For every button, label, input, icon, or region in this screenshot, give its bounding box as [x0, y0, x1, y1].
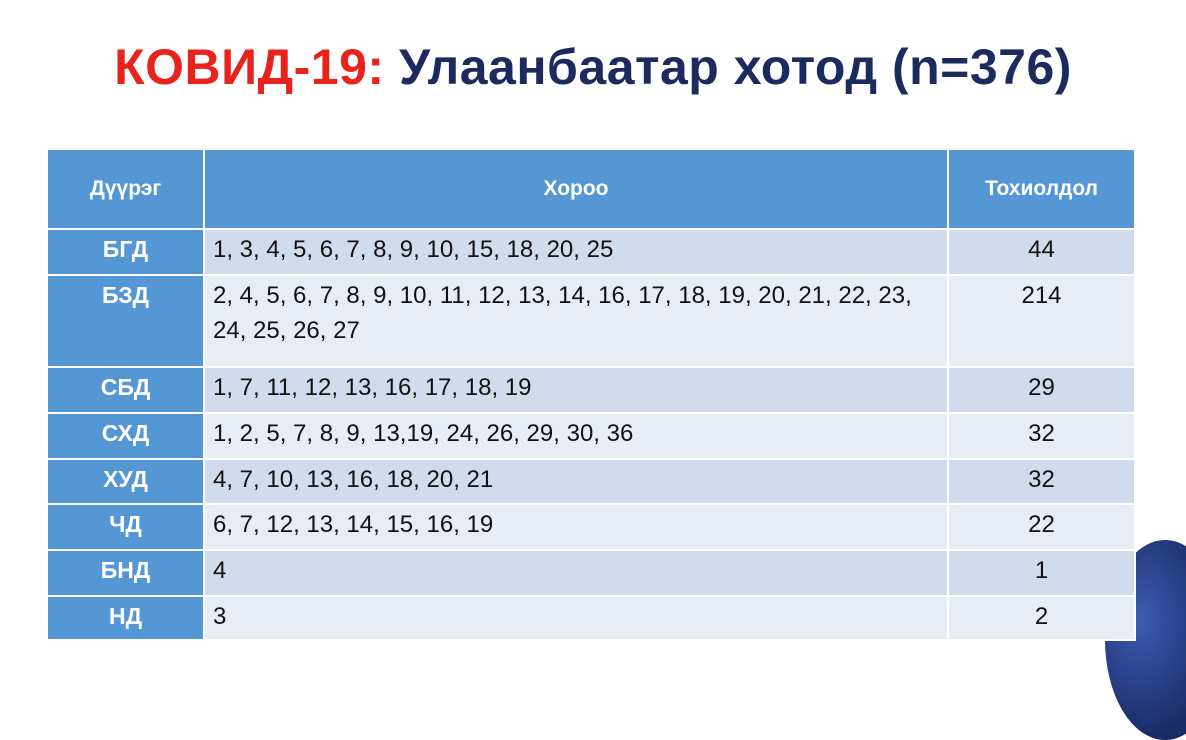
header-cases: Тохиолдол — [947, 148, 1136, 230]
khoroo-cell: 1, 7, 11, 12, 13, 16, 17, 18, 19 — [203, 366, 949, 414]
cases-cell: 2 — [947, 595, 1136, 641]
table-row: БНД 4 1 — [46, 549, 1136, 597]
district-cell: НД — [46, 595, 205, 641]
table-row: СХД 1, 2, 5, 7, 8, 9, 13,19, 24, 26, 29,… — [46, 412, 1136, 460]
khoroo-cell: 4 — [203, 549, 949, 597]
title-main: Улаанбаатар хотод (n=376) — [398, 39, 1072, 95]
table-row: ЧД 6, 7, 12, 13, 14, 15, 16, 19 22 — [46, 503, 1136, 551]
table-row: НД 3 2 — [46, 595, 1136, 641]
table-row: СБД 1, 7, 11, 12, 13, 16, 17, 18, 19 29 — [46, 366, 1136, 414]
khoroo-cell: 6, 7, 12, 13, 14, 15, 16, 19 — [203, 503, 949, 551]
table-row: БГД 1, 3, 4, 5, 6, 7, 8, 9, 10, 15, 18, … — [46, 228, 1136, 276]
header-district: Дүүрэг — [46, 148, 205, 230]
district-cell: СБД — [46, 366, 205, 414]
district-cell: СХД — [46, 412, 205, 460]
header-khoroo: Хороо — [203, 148, 949, 230]
cases-cell: 29 — [947, 366, 1136, 414]
khoroo-cell: 3 — [203, 595, 949, 641]
khoroo-cell: 2, 4, 5, 6, 7, 8, 9, 10, 11, 12, 13, 14,… — [203, 274, 949, 368]
table-row: ХУД 4, 7, 10, 13, 16, 18, 20, 21 32 — [46, 458, 1136, 505]
district-cell: БНД — [46, 549, 205, 597]
district-cell: БЗД — [46, 274, 205, 368]
cases-cell: 1 — [947, 549, 1136, 597]
cases-cell: 44 — [947, 228, 1136, 276]
khoroo-cell: 4, 7, 10, 13, 16, 18, 20, 21 — [203, 458, 949, 505]
district-cell: БГД — [46, 228, 205, 276]
covid-table: Дүүрэг Хороо Тохиолдол БГД 1, 3, 4, 5, 6… — [46, 148, 1136, 641]
slide-title: КОВИД-19: Улаанбаатар хотод (n=376) — [0, 38, 1186, 96]
title-prefix: КОВИД-19: — [114, 39, 385, 95]
khoroo-cell: 1, 2, 5, 7, 8, 9, 13,19, 24, 26, 29, 30,… — [203, 412, 949, 460]
khoroo-cell: 1, 3, 4, 5, 6, 7, 8, 9, 10, 15, 18, 20, … — [203, 228, 949, 276]
cases-cell: 32 — [947, 412, 1136, 460]
table-header: Дүүрэг Хороо Тохиолдол — [46, 148, 1136, 230]
cases-cell: 214 — [947, 274, 1136, 368]
cases-cell: 22 — [947, 503, 1136, 551]
table-row: БЗД 2, 4, 5, 6, 7, 8, 9, 10, 11, 12, 13,… — [46, 274, 1136, 368]
cases-cell: 32 — [947, 458, 1136, 505]
district-cell: ХУД — [46, 458, 205, 505]
district-cell: ЧД — [46, 503, 205, 551]
